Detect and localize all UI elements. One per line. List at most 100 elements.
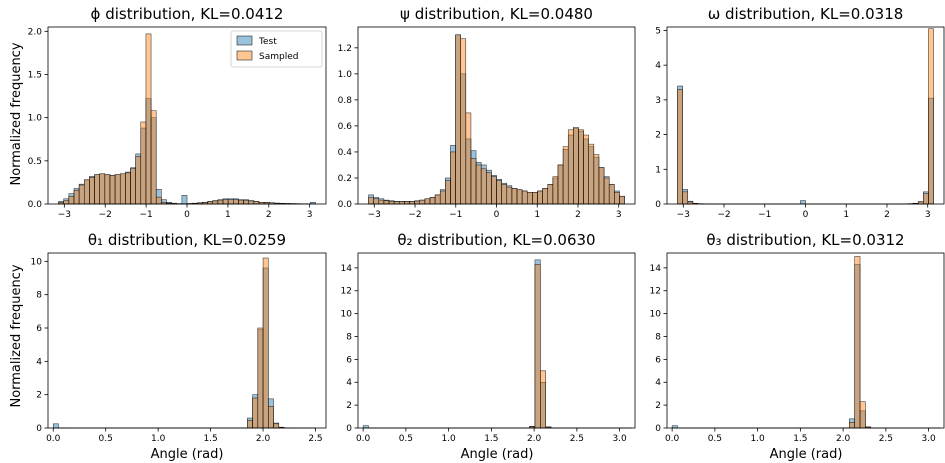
histogram-bar — [125, 172, 131, 205]
histogram-bar — [557, 164, 564, 205]
y-tick-label: 6 — [346, 355, 352, 365]
histogram-bar — [155, 196, 162, 205]
legend-swatch-sampled — [236, 50, 253, 61]
x-tick-label: 2.0 — [527, 434, 542, 444]
series-sampled — [368, 34, 625, 205]
histogram-bar — [262, 257, 269, 429]
histogram-bar — [68, 195, 75, 205]
histogram-bar — [465, 112, 472, 205]
histogram-bar — [450, 151, 456, 205]
y-tick-label: 1.0 — [338, 70, 353, 80]
histogram-bar — [445, 180, 451, 205]
histogram-bar — [99, 173, 106, 205]
histogram-bar — [383, 200, 390, 205]
histogram-bar — [928, 28, 934, 205]
histogram-bar — [619, 195, 625, 205]
panel-3: ω distribution, KL=0.0318 −3 −2 −1 0 1 2 3 0 1 2 3 4… — [655, 5, 945, 220]
y-tick-label: 14 — [650, 264, 662, 274]
y-tick-label: 2 — [346, 401, 352, 411]
x-tick-label: 1.0 — [151, 434, 166, 444]
y-tick-label: 0.8 — [338, 96, 353, 106]
x-tick-label: 0.0 — [46, 434, 61, 444]
histogram-bar — [588, 143, 595, 205]
y-tick-label: 8 — [346, 332, 352, 342]
histogram-bar — [573, 126, 579, 205]
x-tick-label: 1.5 — [484, 434, 498, 444]
panel-title: θ₁ distribution, KL=0.0259 — [88, 231, 286, 249]
histogram-bar — [94, 174, 100, 205]
y-tick-label: 1.5 — [28, 70, 42, 80]
y-tick-label: 0.0 — [338, 200, 353, 210]
x-tick-label: 0 — [803, 210, 809, 220]
histogram-bar — [434, 194, 441, 205]
x-axis-label-3: Angle (rad) — [770, 447, 843, 462]
x-tick-label: −3 — [58, 210, 71, 220]
histogram-bar — [542, 188, 548, 205]
panel-2: ψ distribution, KL=0.0480 −3 −2 −1 0 1 2 3 0.0 0.… — [338, 5, 636, 220]
x-tick-label: −2 — [99, 210, 112, 220]
y-tick-label: 6 — [36, 324, 42, 334]
y-axis-label-bottom: Normalized frequency — [9, 264, 24, 407]
x-tick-label: −1 — [139, 210, 152, 220]
histogram-bar — [414, 200, 420, 205]
legend: Test Sampled — [230, 30, 323, 68]
histogram-bar — [273, 423, 280, 429]
histogram-bar — [248, 200, 255, 205]
histogram-bar — [537, 190, 543, 205]
y-tick-label: 0.0 — [28, 200, 43, 210]
histogram-bar — [516, 189, 523, 205]
panel-4: θ₁ distribution, KL=0.0259 0.0 0.5 1.0 1.5 2.… — [31, 231, 327, 444]
histogram-bar — [491, 176, 497, 205]
histogram-bar — [532, 192, 538, 205]
x-tick-label: 2.0 — [836, 434, 851, 444]
x-tick-label: −3 — [368, 210, 381, 220]
y-tick-label: 1.0 — [28, 114, 43, 124]
y-tick-label: 4 — [346, 378, 352, 388]
x-tick-label: 1.5 — [203, 434, 217, 444]
x-tick-label: 1 — [843, 210, 849, 220]
histogram-bar — [63, 200, 70, 205]
histogram-bar — [378, 199, 385, 205]
histogram-bar — [562, 146, 569, 205]
x-tick-label: 3.0 — [612, 434, 627, 444]
x-tick-label: 2 — [884, 210, 890, 220]
histogram-bar — [552, 176, 559, 205]
y-tick-label: 6 — [655, 355, 661, 365]
y-tick-label: 10 — [650, 310, 662, 320]
histogram-bar — [540, 370, 546, 429]
legend-box — [230, 30, 323, 68]
histogram-bar — [429, 197, 436, 205]
plot-frame — [47, 252, 327, 429]
x-tick-label: 2.0 — [256, 434, 271, 444]
panel-6: θ₃ distribution, KL=0.0312 0.0 0.5 1.0 1.5 2.… — [650, 231, 945, 444]
plot-frame — [357, 252, 636, 429]
panel-title: θ₃ distribution, KL=0.0312 — [706, 231, 904, 249]
histogram-bar — [923, 193, 929, 205]
y-tick-label: 3 — [655, 96, 661, 106]
histogram-bar — [593, 154, 600, 205]
histogram-bar — [460, 38, 467, 205]
y-tick-label: 0.4 — [338, 148, 353, 158]
histogram-bar — [243, 200, 249, 205]
histogram-bar — [419, 199, 426, 205]
x-tick-label: 0 — [184, 210, 190, 220]
histogram-bar — [73, 189, 80, 205]
histogram-bar — [547, 184, 554, 205]
y-tick-label: 14 — [341, 264, 353, 274]
x-tick-label: 0.5 — [399, 434, 413, 444]
y-tick-label: 2 — [36, 391, 42, 401]
histogram-bar — [567, 129, 574, 205]
histogram-bar — [501, 184, 508, 205]
series-test — [671, 264, 941, 429]
series-test — [362, 259, 632, 429]
x-tick-label: 1.0 — [441, 434, 456, 444]
panel-title: ψ distribution, KL=0.0480 — [400, 5, 593, 23]
y-tick-label: 0 — [655, 200, 661, 210]
x-tick-label: 3 — [925, 210, 931, 220]
histogram-bar — [119, 173, 126, 205]
x-tick-label: 0.0 — [356, 434, 371, 444]
x-tick-label: 0 — [494, 210, 500, 220]
x-axis-label-2: Angle (rad) — [461, 447, 534, 462]
panel-title: θ₂ distribution, KL=0.0630 — [397, 231, 595, 249]
